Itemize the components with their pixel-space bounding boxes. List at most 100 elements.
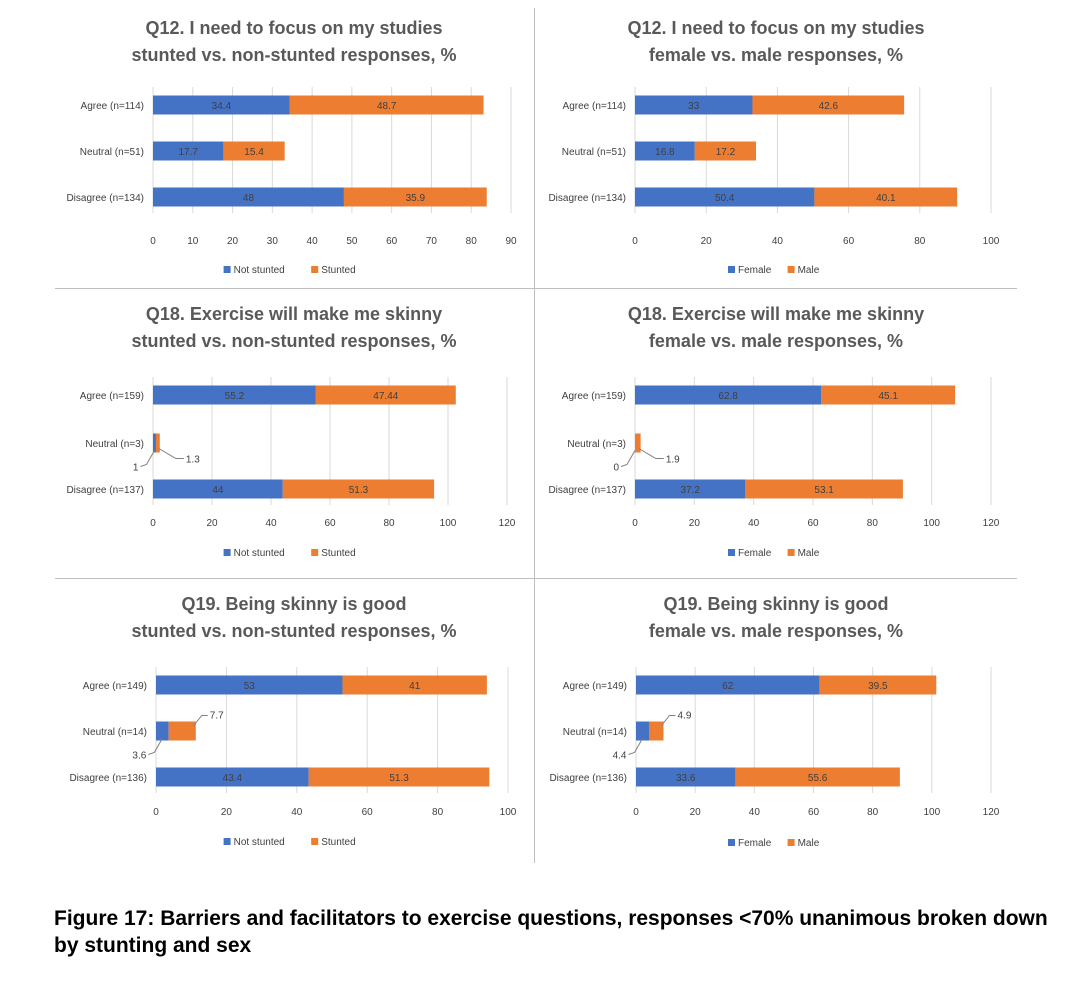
chart-title-line-1: Q18. Exercise will make me skinny (628, 304, 924, 324)
legend-label-male: Male (798, 265, 820, 276)
bar-2-stunted (168, 721, 196, 741)
x-tick-label-30: 30 (267, 236, 279, 247)
x-tick-label-60: 60 (807, 518, 819, 529)
bar-1-female (635, 95, 753, 115)
category-label-1: Agree (n=159) (562, 391, 626, 402)
x-tick-label-90: 90 (505, 236, 517, 247)
bar-1-not-stunted (156, 675, 343, 695)
chart-1: Q12. I need to focus on my studies stunte… (66, 18, 517, 276)
bar-3-stunted (282, 479, 435, 499)
data-label-1-2: 39.5 (868, 681, 888, 692)
x-tick-label-40: 40 (772, 236, 784, 247)
x-tick-label-100: 100 (440, 518, 457, 529)
category-label-3: Disagree (n=136) (549, 773, 627, 784)
bar-1-not-stunted (153, 95, 290, 115)
x-tick-label-0: 0 (150, 236, 156, 247)
data-label-3-1: 33.6 (676, 773, 696, 784)
data-label-2-2: 15.4 (244, 147, 264, 158)
bar-1-stunted (342, 675, 487, 695)
chart-title-line-1: Q18. Exercise will make me skinny (146, 304, 442, 324)
x-tick-label-40: 40 (291, 807, 303, 818)
data-label-2-1: 3.6 (132, 751, 146, 762)
x-tick-label-120: 120 (983, 518, 1000, 529)
bar-1-female (635, 385, 822, 405)
x-tick-label-20: 20 (690, 807, 702, 818)
data-label-1-2: 47.44 (373, 391, 398, 402)
data-label-1-2: 41 (409, 681, 421, 692)
bar-3-male (735, 767, 900, 787)
category-label-2: Neutral (n=51) (80, 147, 144, 158)
leader-line-2-1 (140, 450, 155, 467)
legend-swatch-not-stunted (223, 838, 231, 845)
bar-3-stunted (308, 767, 490, 787)
leader-line-2-1 (620, 450, 636, 467)
x-tick-label-60: 60 (386, 236, 398, 247)
leader-line-2-1 (148, 738, 163, 755)
legend-label-female: Female (738, 548, 772, 559)
data-label-3-2: 53.1 (814, 485, 834, 496)
bar-3-not-stunted (156, 767, 309, 787)
chart-title-line-1: Q19. Being skinny is good (663, 594, 888, 614)
bar-3-female (635, 479, 746, 499)
bar-3-not-stunted (153, 479, 283, 499)
category-label-2: Neutral (n=3) (85, 439, 144, 450)
category-label-3: Disagree (n=134) (548, 193, 626, 204)
leader-line-2-1 (628, 738, 643, 755)
x-tick-label-80: 80 (432, 807, 444, 818)
category-label-2: Neutral (n=3) (567, 439, 626, 450)
legend-label-female: Female (738, 265, 772, 276)
legend-label-female: Female (738, 838, 772, 849)
legend-swatch-not-stunted (223, 266, 231, 273)
bar-2-not-stunted (153, 433, 156, 453)
chart-title-line-2: female vs. male responses, % (649, 621, 903, 641)
data-label-2-2: 1.9 (666, 455, 680, 466)
data-label-2-2: 1.3 (186, 455, 200, 466)
category-label-2: Neutral (n=14) (563, 727, 627, 738)
x-tick-label-100: 100 (923, 807, 940, 818)
bar-2-female (636, 721, 650, 741)
bar-1-not-stunted (153, 385, 316, 405)
chart-3: Q18. Exercise will make me skinny stunted… (66, 304, 516, 559)
legend-swatch-female (728, 549, 735, 556)
horizontal-divider-2 (55, 578, 1017, 579)
chart-title-line-2: female vs. male responses, % (649, 331, 903, 351)
chart-title-line-1: Q12. I need to focus on my studies (145, 18, 442, 38)
chart-title-line-1: Q12. I need to focus on my studies (627, 18, 924, 38)
data-label-3-2: 51.3 (389, 773, 409, 784)
x-tick-label-0: 0 (632, 236, 638, 247)
x-tick-label-20: 20 (206, 518, 218, 529)
data-label-3-1: 37.2 (680, 485, 700, 496)
legend-swatch-not-stunted (223, 549, 231, 556)
x-tick-label-120: 120 (499, 518, 516, 529)
chart-4: Q18. Exercise will make me skinny female … (548, 304, 1000, 559)
category-label-3: Disagree (n=134) (66, 193, 144, 204)
leader-line-2-2 (158, 448, 184, 459)
bar-3-female (636, 767, 736, 787)
x-tick-label-0: 0 (153, 807, 159, 818)
category-label-1: Agree (n=114) (563, 101, 626, 112)
legend-swatch-female (728, 266, 735, 273)
x-tick-label-120: 120 (983, 807, 1000, 818)
x-tick-label-80: 80 (867, 807, 879, 818)
x-tick-label-80: 80 (383, 518, 395, 529)
bar-1-stunted (289, 95, 484, 115)
bar-2-not-stunted (156, 721, 169, 741)
legend-swatch-stunted (311, 266, 319, 273)
x-tick-label-100: 100 (983, 236, 1000, 247)
bar-3-male (745, 479, 903, 499)
legend-label-male: Male (798, 838, 820, 849)
legend-swatch-stunted (311, 549, 319, 556)
data-label-2-2: 7.7 (210, 711, 224, 722)
legend-label-stunted: Stunted (321, 265, 355, 276)
bar-2-stunted (223, 141, 285, 161)
data-label-3-2: 51.3 (349, 485, 369, 496)
x-tick-label-60: 60 (362, 807, 374, 818)
vertical-divider (534, 8, 535, 863)
data-label-2-1: 1 (133, 463, 139, 474)
category-label-3: Disagree (n=137) (66, 485, 144, 496)
category-label-2: Neutral (n=51) (562, 147, 626, 158)
legend-label-stunted: Stunted (321, 548, 355, 559)
data-label-1-2: 45.1 (878, 391, 898, 402)
data-label-1-1: 62.8 (718, 391, 738, 402)
legend-swatch-female (728, 839, 735, 846)
